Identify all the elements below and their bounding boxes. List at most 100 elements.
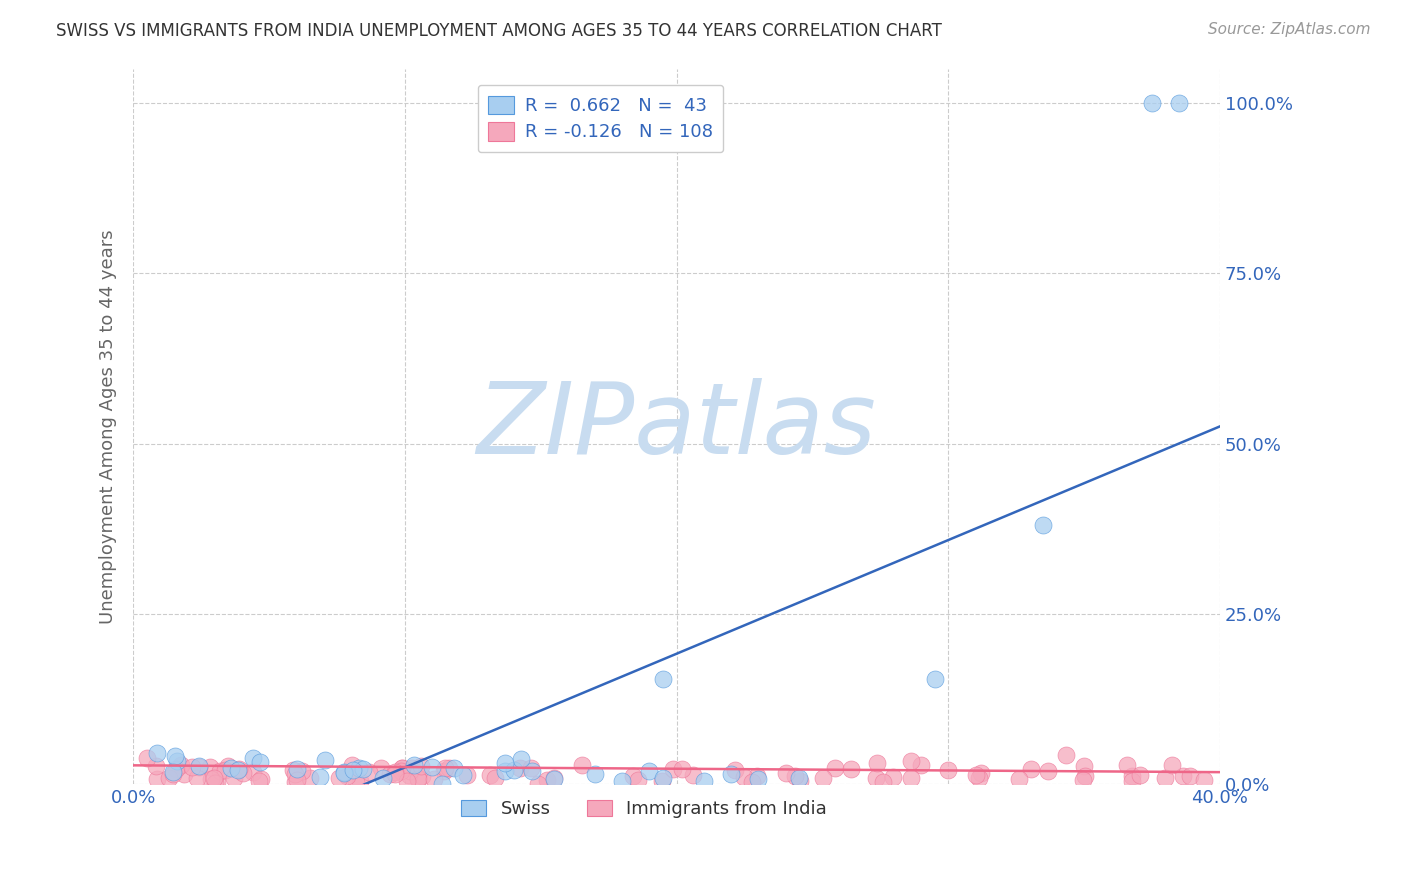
Point <box>408 771 430 785</box>
Point <box>389 764 412 778</box>
Point <box>747 769 769 783</box>
Point <box>180 760 202 774</box>
Point <box>228 762 250 776</box>
Point <box>344 774 367 789</box>
Point <box>198 760 221 774</box>
Point <box>1073 759 1095 773</box>
Point <box>1115 757 1137 772</box>
Point <box>249 755 271 769</box>
Point <box>965 767 987 781</box>
Point <box>733 770 755 784</box>
Point <box>682 768 704 782</box>
Point <box>692 774 714 789</box>
Point <box>186 771 208 785</box>
Point <box>434 761 457 775</box>
Point <box>970 765 993 780</box>
Point <box>865 772 887 786</box>
Y-axis label: Unemployment Among Ages 35 to 44 years: Unemployment Among Ages 35 to 44 years <box>100 229 117 624</box>
Point <box>170 758 193 772</box>
Point <box>347 761 370 775</box>
Point <box>391 760 413 774</box>
Point <box>384 767 406 781</box>
Point <box>378 767 401 781</box>
Point <box>328 771 350 785</box>
Point <box>439 761 461 775</box>
Point <box>1180 769 1202 783</box>
Point <box>811 772 834 786</box>
Point <box>283 763 305 777</box>
Point <box>671 762 693 776</box>
Point <box>398 768 420 782</box>
Point <box>291 764 314 778</box>
Point <box>340 757 363 772</box>
Point <box>456 768 478 782</box>
Point <box>1019 762 1042 776</box>
Point <box>187 760 209 774</box>
Point <box>720 767 742 781</box>
Point <box>359 764 381 779</box>
Point <box>520 761 543 775</box>
Point <box>484 771 506 785</box>
Point <box>420 760 443 774</box>
Point <box>411 759 433 773</box>
Point <box>724 763 747 777</box>
Point <box>232 766 254 780</box>
Point <box>200 772 222 786</box>
Point <box>900 772 922 786</box>
Point <box>520 764 543 779</box>
Point <box>298 771 321 785</box>
Point <box>333 766 356 780</box>
Point <box>900 754 922 768</box>
Text: Source: ZipAtlas.com: Source: ZipAtlas.com <box>1208 22 1371 37</box>
Point <box>612 774 634 789</box>
Point <box>638 764 661 778</box>
Point <box>543 772 565 786</box>
Point <box>571 758 593 772</box>
Point <box>536 772 558 787</box>
Point <box>250 772 273 787</box>
Point <box>583 767 606 781</box>
Point <box>404 757 426 772</box>
Point <box>775 766 797 780</box>
Point <box>208 764 231 778</box>
Point <box>423 772 446 787</box>
Point <box>166 755 188 769</box>
Point <box>162 764 184 779</box>
Point <box>352 763 374 777</box>
Point <box>242 751 264 765</box>
Point <box>789 774 811 789</box>
Point <box>205 775 228 789</box>
Point <box>510 752 533 766</box>
Legend: Swiss, Immigrants from India: Swiss, Immigrants from India <box>454 793 834 825</box>
Point <box>1054 748 1077 763</box>
Point <box>373 771 395 785</box>
Point <box>314 753 336 767</box>
Point <box>924 672 946 686</box>
Point <box>967 772 990 786</box>
Point <box>135 751 157 765</box>
Point <box>284 774 307 789</box>
Point <box>226 763 249 777</box>
Point <box>627 772 650 787</box>
Point <box>370 760 392 774</box>
Point <box>1171 769 1194 783</box>
Point <box>165 762 187 776</box>
Point <box>285 762 308 776</box>
Point <box>502 763 524 777</box>
Point <box>509 761 531 775</box>
Point <box>1071 772 1094 787</box>
Point <box>453 767 475 781</box>
Point <box>391 762 413 776</box>
Point <box>478 768 501 782</box>
Point <box>785 768 807 782</box>
Point <box>839 762 862 776</box>
Text: SWISS VS IMMIGRANTS FROM INDIA UNEMPLOYMENT AMONG AGES 35 TO 44 YEARS CORRELATIO: SWISS VS IMMIGRANTS FROM INDIA UNEMPLOYM… <box>56 22 942 40</box>
Point <box>202 771 225 785</box>
Point <box>621 769 644 783</box>
Point <box>1161 758 1184 772</box>
Point <box>399 764 422 779</box>
Point <box>384 765 406 780</box>
Point <box>1121 774 1143 789</box>
Point <box>1140 95 1163 110</box>
Point <box>242 764 264 779</box>
